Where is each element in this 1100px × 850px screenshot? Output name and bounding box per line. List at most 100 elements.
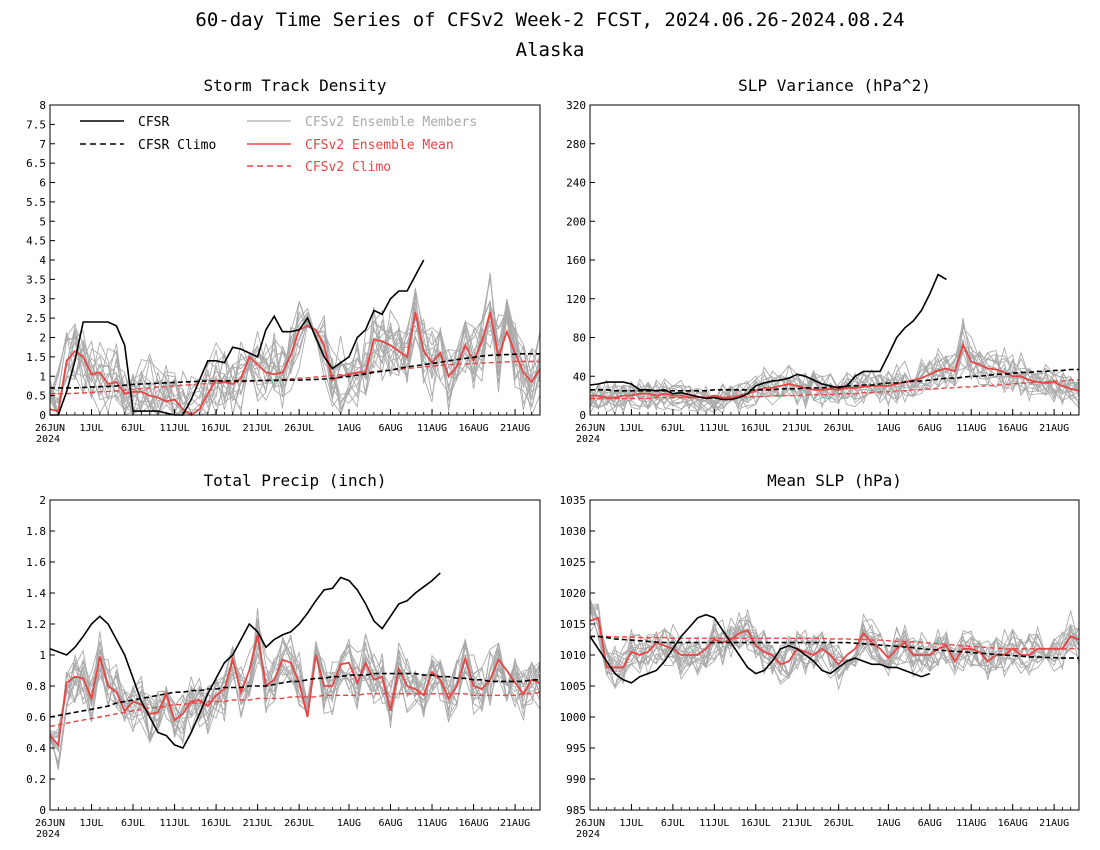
precip-y-tick-label: 1.2 <box>26 618 46 631</box>
storm-x-tick-label: 26JUN <box>35 423 65 434</box>
legend-members-label: CFSv2 Ensemble Members <box>305 115 477 130</box>
total-precip-chart: Total Precip (inch) 0 0.2 0.4 0.6 0.8 1 1.2 1.4 1… <box>26 471 541 840</box>
mslp-y-tick-label: 1005 <box>560 680 587 693</box>
storm-member-line <box>50 293 540 415</box>
precip-y-tick-label: 1.4 <box>26 587 46 600</box>
slpvar-y-tick-label: 40 <box>573 370 586 383</box>
slpvar-x-tick-label: 1AUG <box>876 423 900 434</box>
mslp-x-tick-label: 1AUG <box>876 818 900 829</box>
mslp-member-line <box>590 603 1079 679</box>
precip-x-tick-label: 1AUG <box>337 818 361 829</box>
storm-title: Storm Track Density <box>203 76 386 95</box>
mslp-member-line <box>590 617 1079 679</box>
slpvar-x-tick-label: 6JUL <box>661 423 685 434</box>
slpvar-x-tick-label: 16AUG <box>998 423 1028 434</box>
mslp-y-tick-label: 1015 <box>560 618 587 631</box>
mslp-member-line <box>590 604 1079 689</box>
mslp-x-tick-label: 16AUG <box>998 818 1028 829</box>
slpvar-x-tick-label: 21AUG <box>1039 423 1069 434</box>
precip-member-line <box>50 628 540 769</box>
precip-cfsr-climo-line <box>49 672 540 718</box>
storm-x-tick-label: 21AUG <box>500 423 530 434</box>
precip-x-tick-label: 16AUG <box>459 818 489 829</box>
slpvar-member-line <box>590 347 1079 412</box>
mslp-y-tick-label: 1035 <box>560 494 587 507</box>
precip-cfsv2-climo-line <box>49 691 541 727</box>
mslp-cfsr-line <box>589 613 931 684</box>
mslp-x-tick-label: 11AUG <box>956 818 986 829</box>
precip-member-line <box>50 608 540 765</box>
mslp-cfsv2-climo-line <box>590 635 1079 650</box>
storm-ens-mean-line <box>49 312 541 417</box>
slpvar-cfsr-line <box>589 273 947 401</box>
slpvar-ens-mean-line <box>590 342 1080 400</box>
mslp-x-tick-label: 16JUL <box>741 818 771 829</box>
precip-y-tick-label: 0.8 <box>26 680 46 693</box>
storm-track-density-chart: Storm Track Density 0 0.5 1 1.5 2 2.5 3 3.5 4 4.5 5… <box>26 76 541 445</box>
precip-x-tick-label: 1JUL <box>79 818 103 829</box>
precip-x-tick-label: 6JUL <box>121 818 145 829</box>
storm-y-tick-label: 6 <box>39 177 46 190</box>
mslp-x-tick-label: 21AUG <box>1039 818 1069 829</box>
precip-x-tick-label: 26JUN <box>35 818 65 829</box>
slpvar-x-tick-label: 26JUL <box>824 423 854 434</box>
storm-y-tick-label: 3.5 <box>26 273 46 286</box>
storm-y-tick-label: 1 <box>39 370 46 383</box>
mslp-y-tick-label: 1010 <box>560 649 587 662</box>
storm-member-line <box>50 300 540 415</box>
slpvar-x-tick-label: 6AUG <box>918 423 942 434</box>
storm-member-line <box>50 315 540 415</box>
storm-x-tick-label: 1AUG <box>337 423 361 434</box>
slpvar-title: SLP Variance (hPa^2) <box>738 76 931 95</box>
storm-member-line <box>50 288 540 415</box>
storm-y-tick-label: 2.5 <box>26 312 46 325</box>
slpvar-y-tick-label: 240 <box>566 177 586 190</box>
precip-x-tick-label: 6AUG <box>378 818 402 829</box>
figure-title: 60-day Time Series of CFSv2 Week-2 FCST,… <box>195 9 904 31</box>
precip-y-tick-label: 2 <box>39 494 46 507</box>
slpvar-x-tick-label: 1JUL <box>619 423 643 434</box>
mslp-x-year-label: 2024 <box>576 829 600 840</box>
slpvar-x-tick-label: 26JUN <box>575 423 605 434</box>
slpvar-y-tick-label: 320 <box>566 99 586 112</box>
storm-x-tick-label: 11AUG <box>417 423 447 434</box>
mslp-cfsr-climo-line <box>590 635 1079 659</box>
storm-y-tick-label: 0.5 <box>26 390 46 403</box>
precip-y-tick-label: 0.6 <box>26 711 46 724</box>
slpvar-x-tick-label: 16JUL <box>741 423 771 434</box>
legend-cfsr-climo-label: CFSR Climo <box>138 138 216 153</box>
storm-cfsr-line <box>50 259 425 416</box>
storm-y-tick-label: 1.5 <box>26 351 46 364</box>
precip-member-line <box>50 642 540 767</box>
mslp-y-tick-label: 985 <box>566 804 586 817</box>
precip-cfsr-line <box>49 572 441 749</box>
precip-ens-mean-line <box>49 634 541 747</box>
storm-y-tick-label: 2 <box>39 332 46 345</box>
storm-x-tick-label: 11JUL <box>160 423 190 434</box>
slpvar-member-line <box>590 350 1079 411</box>
precip-x-tick-label: 21AUG <box>500 818 530 829</box>
legend-cfsr-label: CFSR <box>138 115 169 130</box>
precip-member-line <box>50 633 540 750</box>
storm-x-tick-label: 6JUL <box>121 423 145 434</box>
storm-y-tick-label: 7 <box>39 138 46 151</box>
storm-x-tick-label: 16AUG <box>459 423 489 434</box>
precip-x-tick-label: 11JUL <box>160 818 190 829</box>
mslp-title: Mean SLP (hPa) <box>767 471 902 490</box>
precip-y-tick-label: 1 <box>39 649 46 662</box>
mslp-x-tick-label: 26JUL <box>824 818 854 829</box>
storm-y-tick-label: 5 <box>39 215 46 228</box>
mslp-x-tick-label: 6AUG <box>918 818 942 829</box>
slpvar-y-tick-label: 280 <box>566 138 586 151</box>
slpvar-y-tick-label: 200 <box>566 215 586 228</box>
mslp-x-tick-label: 1JUL <box>619 818 643 829</box>
mslp-x-tick-label: 21JUL <box>782 818 812 829</box>
mslp-y-tick-label: 995 <box>566 742 586 755</box>
slpvar-x-tick-label: 21JUL <box>782 423 812 434</box>
storm-y-tick-label: 4.5 <box>26 235 46 248</box>
precip-y-tick-label: 1.8 <box>26 525 46 538</box>
mslp-y-tick-label: 1030 <box>560 525 587 538</box>
mslp-x-tick-label: 6JUL <box>661 818 685 829</box>
slpvar-cfsv2-climo-line <box>590 379 1079 400</box>
